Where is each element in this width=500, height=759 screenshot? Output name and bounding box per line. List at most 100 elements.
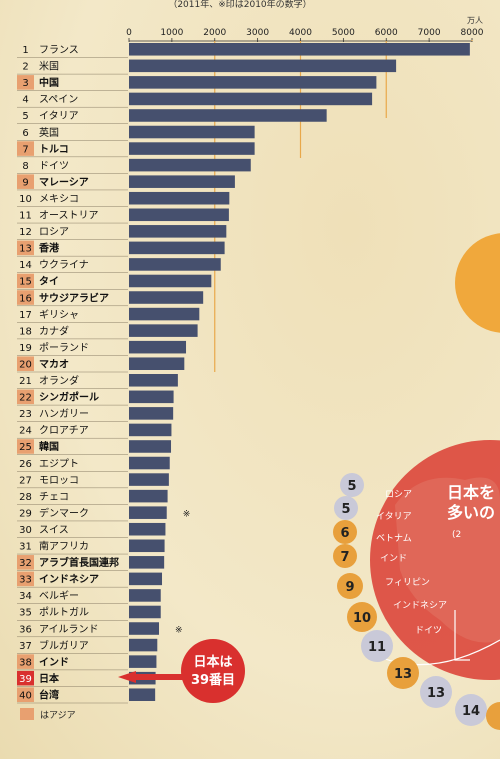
map-title-line3: (2 [452, 530, 461, 540]
rank-box [17, 174, 34, 189]
rank-number: 1 [22, 45, 28, 56]
bar [129, 655, 157, 668]
country-name: マカオ [39, 358, 69, 370]
bar [129, 374, 178, 387]
bar [129, 456, 170, 470]
bar [129, 407, 174, 420]
rank-badge-label: 10 [353, 611, 371, 626]
rank-badge-label: 13 [394, 667, 412, 682]
map-country-6: ドイツ [415, 626, 442, 636]
x-tick-label: 2000 [203, 28, 226, 38]
rank-number: 40 [19, 690, 32, 701]
rank-box [17, 75, 34, 90]
bar [129, 109, 327, 122]
bar [129, 589, 161, 602]
rank-number: 17 [19, 310, 32, 321]
orange-disk [455, 233, 500, 333]
country-name: メキシコ [39, 194, 79, 205]
country-name: カナダ [39, 324, 69, 337]
country-name: フランス [39, 44, 79, 56]
rank-number: 37 [19, 641, 32, 652]
bar [129, 622, 160, 635]
rank-number: 6 [22, 128, 28, 139]
bar [129, 522, 166, 536]
rank-box [17, 273, 34, 289]
country-name: 中国 [39, 76, 59, 89]
bar [129, 506, 167, 519]
rank-number: 11 [19, 211, 32, 222]
rank-number: 33 [19, 575, 32, 586]
header-note: （2011年、※印は2010年の数字） [168, 0, 311, 10]
bar [129, 489, 168, 503]
bar [129, 473, 169, 486]
bar [129, 539, 165, 553]
bar [129, 291, 204, 304]
country-name: 米国 [39, 60, 59, 73]
rank-badge [333, 520, 357, 544]
rank-box [17, 389, 34, 405]
rank-number: 38 [19, 657, 32, 668]
row-labels: 1 フランス 2 米国 3 中国 4 スペイン 5 イタリア 6 英国 7 トルコ 8 ドイツ 9 マレーシア 10… [17, 44, 191, 704]
country-name: 香港 [39, 242, 60, 255]
callout-bubble [181, 639, 245, 703]
rank-number: 30 [19, 525, 32, 536]
rank-number: 5 [22, 111, 28, 122]
bar [129, 605, 161, 619]
bar [129, 225, 227, 238]
map-country-5: インドネシア [393, 600, 447, 611]
country-name: ベルギー [39, 590, 79, 602]
rank-number: 12 [19, 227, 32, 238]
bar [129, 59, 397, 73]
country-name: スイス [39, 525, 69, 536]
x-tick-label: 8000 [461, 28, 484, 38]
bar [129, 125, 255, 139]
country-name: アイルランド [39, 623, 99, 635]
bar [129, 638, 158, 652]
country-name: ブルガリア [39, 639, 89, 652]
rank-number: 13 [19, 244, 32, 255]
rank-box [17, 555, 34, 570]
rank-number: 22 [19, 393, 32, 404]
leader-line [374, 639, 500, 666]
rank-badge-label: 5 [347, 479, 356, 494]
rank-number: 29 [19, 508, 32, 519]
bar [129, 390, 174, 404]
x-tick-label: 3000 [246, 28, 269, 38]
bar [129, 340, 187, 354]
bar [129, 241, 225, 255]
country-name: エジプト [39, 458, 79, 470]
rank-badge [420, 676, 452, 708]
country-name: チェコ [39, 491, 69, 503]
footnote-mark: ※ [183, 509, 191, 519]
bar [129, 191, 230, 205]
bar [129, 572, 163, 586]
rank-badge-label: 13 [427, 686, 445, 701]
rank-box [17, 670, 34, 686]
country-name: デンマーク [39, 506, 89, 519]
rank-number: 27 [19, 475, 32, 486]
rank-box [17, 141, 34, 156]
bar [129, 440, 172, 453]
callout-arrow [118, 671, 185, 683]
map-badges: 5 5 6 7 9 10 11 13 13 14 [333, 473, 500, 730]
map-country-2: ベトナム [376, 533, 412, 544]
country-name: シンガポール [39, 391, 99, 404]
country-name: 日本 [39, 672, 60, 685]
bar [129, 688, 156, 701]
rank-number: 24 [19, 426, 32, 437]
leader-line-2 [454, 610, 470, 661]
bar [129, 324, 198, 337]
bar [129, 423, 172, 437]
bar [129, 76, 377, 89]
unit-label: 万人 [467, 16, 483, 25]
rank-box [17, 240, 34, 256]
rank-badge [334, 496, 358, 520]
rank-number: 25 [19, 442, 32, 453]
rank-badge [361, 630, 393, 662]
country-name: 英国 [39, 126, 59, 139]
bar [129, 158, 251, 172]
rank-box [17, 654, 34, 669]
country-name: スペイン [39, 95, 78, 106]
rank-badge-label: 5 [341, 502, 350, 517]
